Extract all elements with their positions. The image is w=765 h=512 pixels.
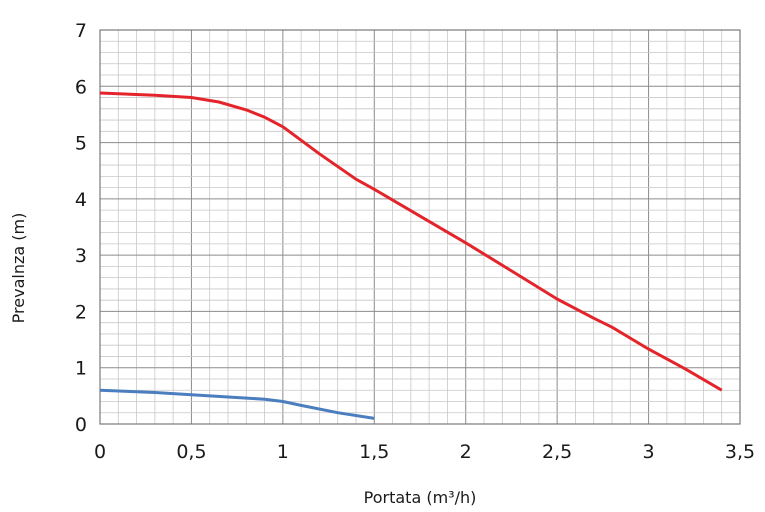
series-group <box>99 91 723 420</box>
x-tick-label: 0,5 <box>176 441 206 463</box>
x-tick-labels: 0 0,5 1 1,5 2 2,5 3 3,5 <box>94 441 755 463</box>
y-tick-label: 2 <box>75 301 87 323</box>
y-tick-labels: 0 1 2 3 4 5 6 7 <box>75 20 87 436</box>
series-line-2 <box>99 388 375 420</box>
x-tick-label: 1 <box>277 441 289 463</box>
x-tick-label: 1,5 <box>359 441 389 463</box>
series-line-1 <box>99 91 723 392</box>
x-tick-label: 3,5 <box>725 441 755 463</box>
y-tick-label: 6 <box>75 76 87 98</box>
x-tick-label: 2 <box>460 441 472 463</box>
y-tick-label: 5 <box>75 133 87 155</box>
y-tick-label: 7 <box>75 20 87 42</box>
y-tick-label: 3 <box>75 245 87 267</box>
x-axis-label: Portata (m³/h) <box>364 488 477 507</box>
x-tick-label: 2,5 <box>542 441 572 463</box>
plot-area <box>99 29 741 425</box>
y-axis-label: Prevalnza (m) <box>9 213 28 324</box>
grid <box>99 29 741 425</box>
y-tick-label: 1 <box>75 358 87 380</box>
x-tick-label: 0 <box>94 441 106 463</box>
x-axis-label-text: Portata (m³/h) <box>364 488 477 507</box>
x-tick-label: 3 <box>643 441 655 463</box>
y-tick-label: 4 <box>75 189 87 211</box>
y-tick-label: 0 <box>75 414 87 436</box>
